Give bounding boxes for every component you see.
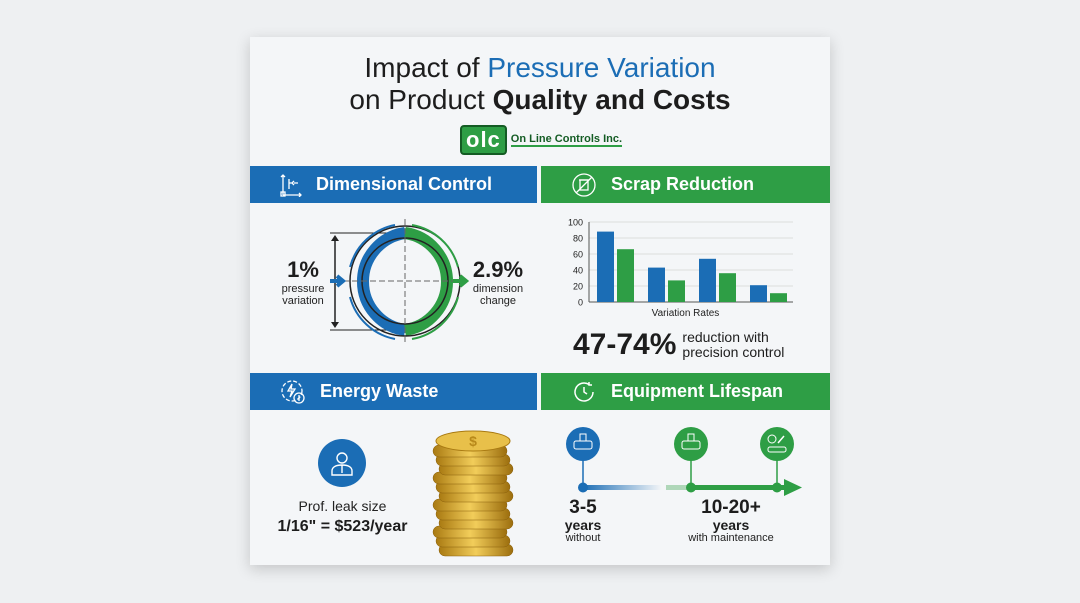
- stat-label: precision control: [682, 344, 785, 360]
- x-axis-label: Variation Rates: [651, 308, 720, 319]
- with-maintenance-label: with maintenance: [688, 532, 774, 544]
- svg-text:$: $: [469, 433, 477, 449]
- equipment-icon: [566, 427, 600, 461]
- lifespan-timeline: [566, 427, 802, 496]
- with-years-value: 10-20+: [701, 497, 761, 518]
- years-unit: years: [712, 517, 750, 533]
- without-years-value: 3-5: [569, 497, 597, 518]
- section-title: Scrap Reduction: [611, 174, 755, 194]
- leak-cost-value: 1/16" = $523/year: [277, 518, 408, 535]
- bar: [617, 249, 634, 302]
- header-equipment-lifespan: Equipment Lifespan: [541, 373, 830, 410]
- bar: [668, 280, 685, 302]
- dimension-arrows-icon: [280, 173, 302, 197]
- title-line-1: Impact of Pressure Variation: [364, 52, 716, 83]
- pressure-label: variation: [282, 295, 324, 307]
- header-dimensional-control: Dimensional Control: [250, 166, 537, 203]
- bar: [699, 258, 716, 302]
- panel-dimensional-control: 1% pressure variation 2.9% dimension cha…: [250, 205, 537, 373]
- leak-size-label: Prof. leak size: [298, 498, 387, 514]
- pressure-label: pressure: [281, 283, 325, 295]
- dimension-label: change: [479, 295, 517, 307]
- dimension-value: 2.9%: [472, 257, 524, 282]
- title-line-2: on Product Quality and Costs: [349, 84, 731, 115]
- header-energy-waste: Energy Waste: [250, 373, 537, 410]
- bar: [770, 293, 787, 302]
- y-tick-label: 20: [573, 282, 583, 292]
- pressure-value: 1%: [287, 257, 319, 282]
- section-title: Equipment Lifespan: [611, 381, 784, 401]
- company-logo: olc On Line Controls Inc.: [460, 125, 623, 155]
- ring-diagram: [330, 219, 470, 345]
- infographic-card: Impact of Pressure Variation on Product …: [250, 37, 830, 565]
- scrap-stat: 47-74%: [573, 328, 677, 361]
- professional-avatar-icon: [318, 439, 366, 487]
- energy-dollar-icon: [281, 379, 305, 404]
- y-tick-label: 100: [568, 218, 583, 228]
- maintenance-gear-wrench-icon: [760, 427, 794, 461]
- dimension-label: dimension: [472, 283, 524, 295]
- panel-scrap-reduction: 0 20 40 60 80 100 Variation Rates 47-74% redu…: [541, 205, 830, 373]
- bar: [719, 273, 736, 302]
- without-label: without: [565, 532, 601, 544]
- variation-bar-chart: 0 20 40 60 80 100: [568, 218, 793, 308]
- y-tick-label: 60: [573, 250, 583, 260]
- clock-icon: [574, 381, 594, 402]
- equipment-icon: [674, 427, 708, 461]
- bar: [648, 267, 665, 302]
- y-tick-label: 40: [573, 266, 583, 276]
- y-tick-label: 0: [578, 298, 583, 308]
- panel-energy-waste: Prof. leak size 1/16" = $523/year $: [250, 412, 537, 565]
- y-tick-label: 80: [573, 234, 583, 244]
- coin-stack-icon: $: [432, 430, 514, 557]
- bar: [597, 231, 614, 302]
- section-title: Energy Waste: [320, 381, 439, 401]
- stat-label: reduction with: [682, 329, 769, 345]
- bar: [750, 285, 767, 302]
- section-title: Dimensional Control: [316, 174, 493, 194]
- header-scrap-reduction: Scrap Reduction: [541, 166, 830, 203]
- panel-equipment-lifespan: 3-5 years without 10-20+ years with main…: [541, 412, 830, 565]
- no-trash-icon: [572, 172, 596, 197]
- years-unit: years: [564, 517, 602, 533]
